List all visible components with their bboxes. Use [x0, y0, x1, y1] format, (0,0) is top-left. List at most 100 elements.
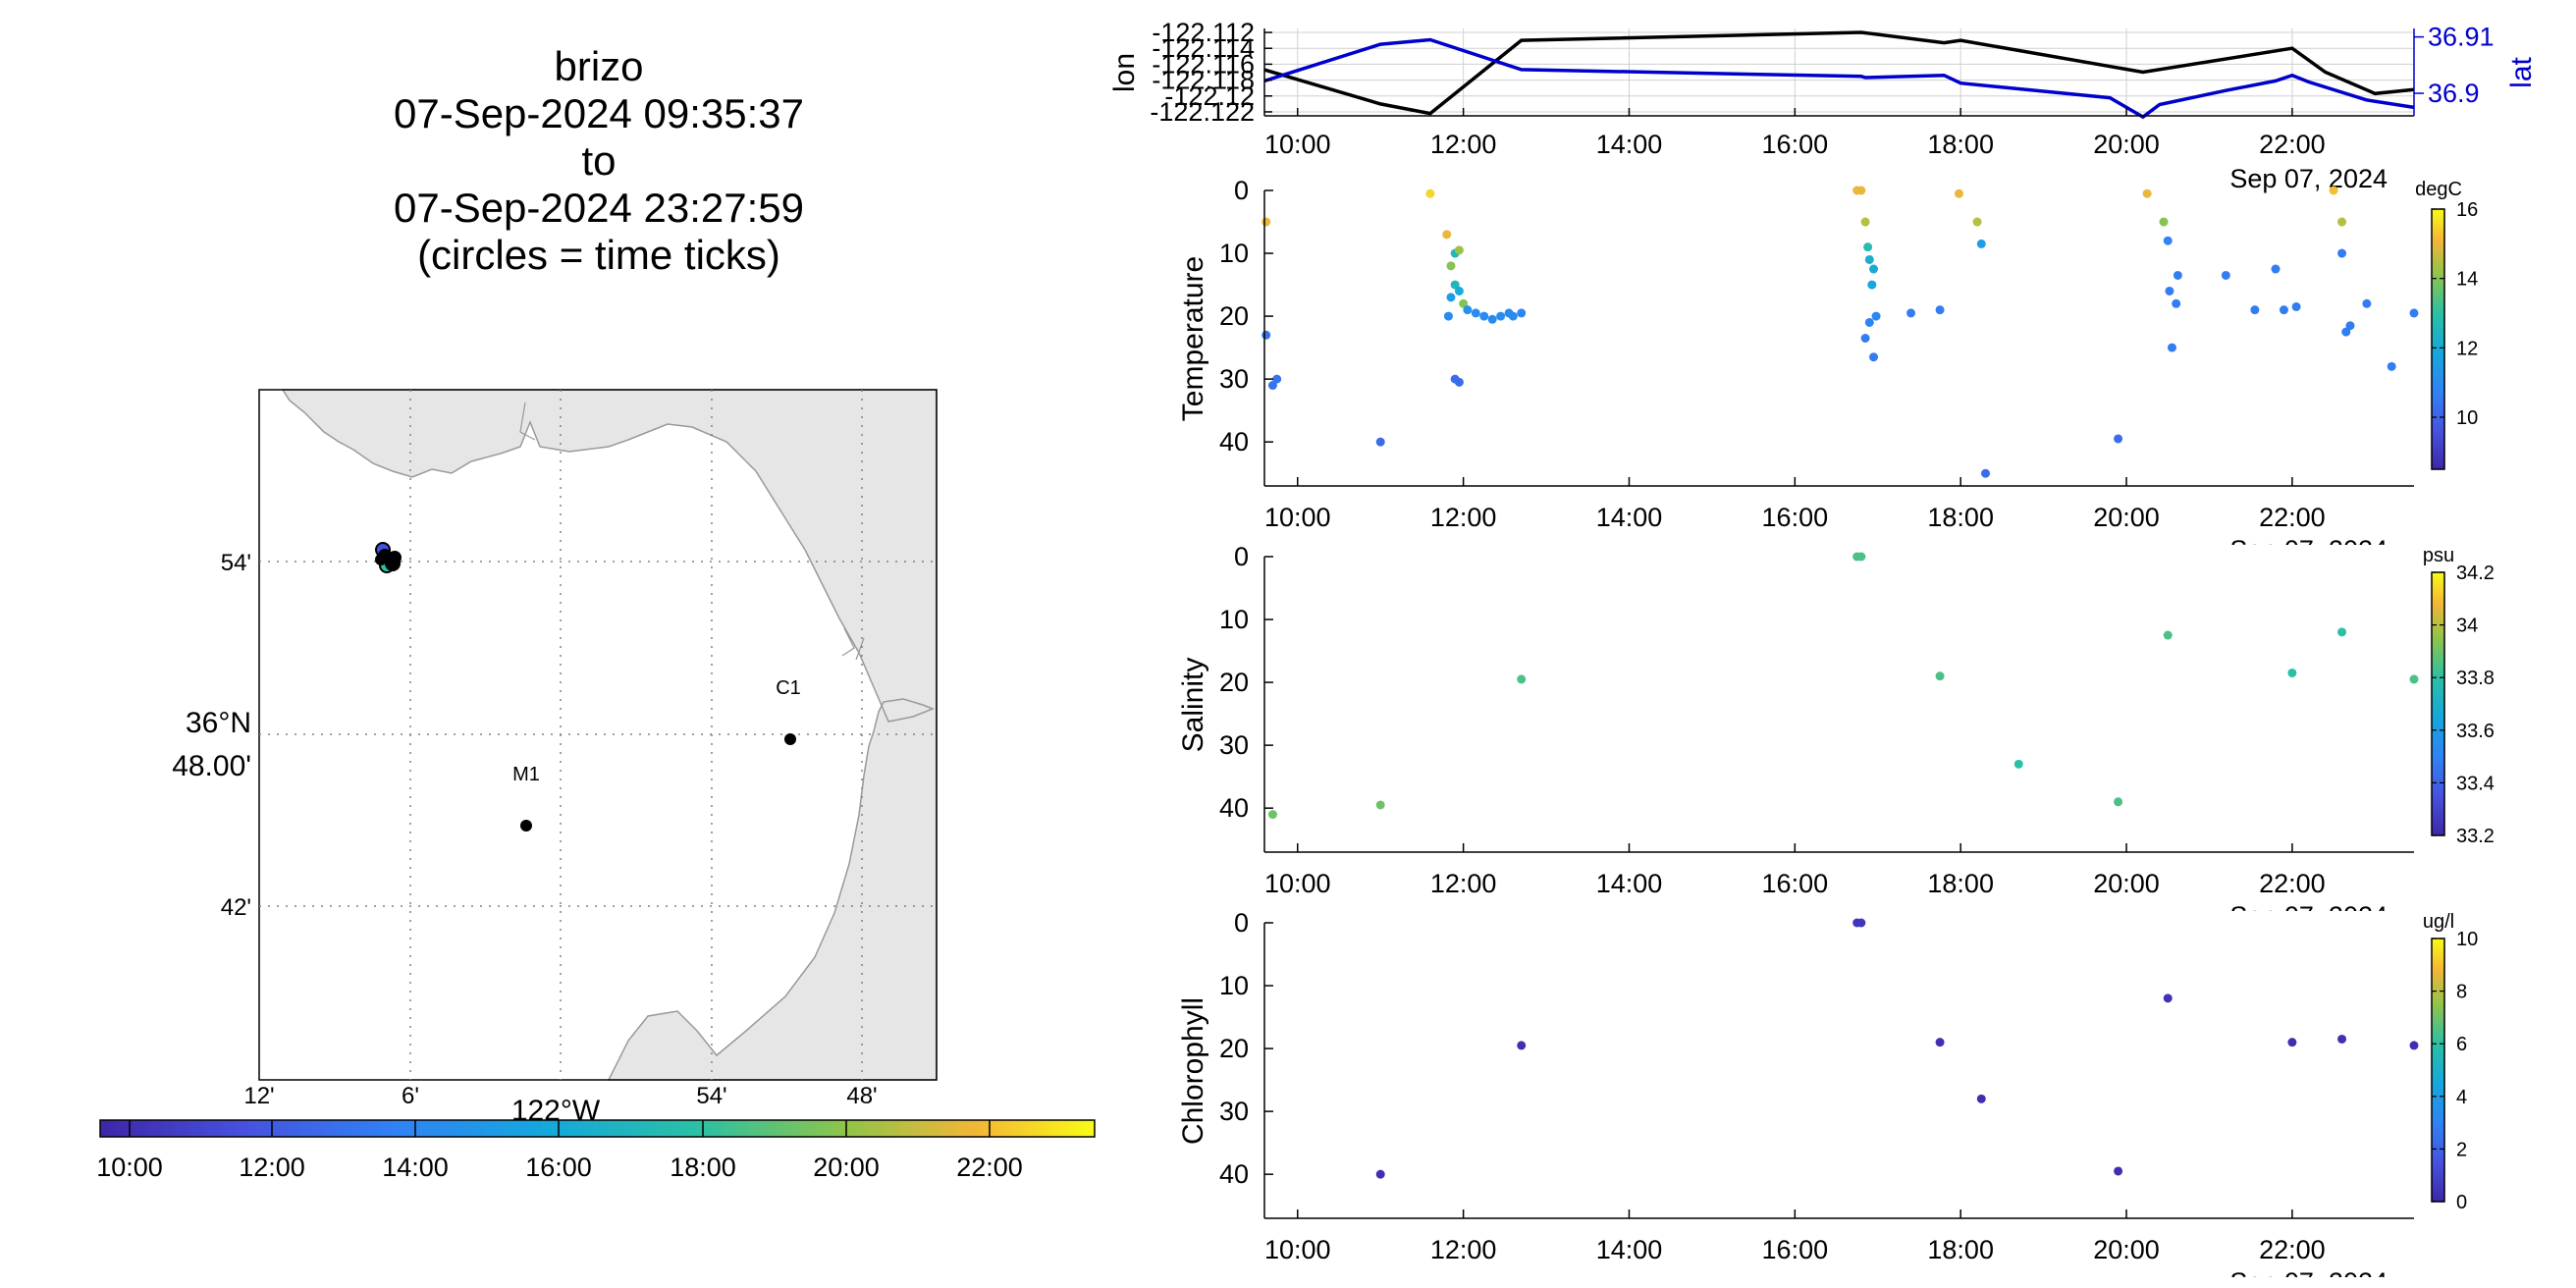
- data-point: [1517, 674, 1527, 684]
- map-lon-tick: 54': [696, 1083, 726, 1109]
- data-point: [1954, 188, 1963, 198]
- x-tick-label: 22:00: [2259, 130, 2326, 159]
- data-point: [1981, 468, 1991, 478]
- data-point: [1267, 810, 1277, 820]
- colorbar-tick-label: 16: [2456, 199, 2478, 221]
- map-graticule: [259, 390, 937, 1080]
- time-colorbar-tick: 22:00: [956, 1153, 1023, 1182]
- colorbar-gradient: [2431, 571, 2445, 836]
- x-axis-date-label: Sep 07, 2024: [2229, 164, 2388, 193]
- x-tick-label: 22:00: [2259, 503, 2326, 532]
- mooring-m1: M1: [512, 764, 540, 832]
- x-tick-label: 12:00: [1430, 130, 1497, 159]
- x-tick-label: 14:00: [1596, 130, 1663, 159]
- date-label-clip: [2199, 911, 2454, 931]
- colorbar-tick-label: 34: [2456, 616, 2478, 637]
- x-tick-label: 10:00: [1264, 1235, 1331, 1264]
- data-point: [1446, 261, 1456, 271]
- data-point: [2287, 1038, 2297, 1047]
- y-tick-label: 20: [1219, 301, 1249, 331]
- data-point: [2291, 301, 2301, 311]
- data-point: [2114, 434, 2123, 444]
- data-point: [1425, 188, 1435, 198]
- data-point: [2409, 308, 2419, 318]
- colorbar-tick-label: 2: [2456, 1139, 2467, 1160]
- data-point: [1459, 298, 1469, 308]
- data-point: [2345, 321, 2355, 331]
- data-point: [1856, 552, 1866, 562]
- time-colorbar-tick: 20:00: [813, 1153, 880, 1182]
- x-tick-label: 14:00: [1596, 503, 1663, 532]
- colorbar-tick-label: 10: [2456, 407, 2478, 429]
- data-point: [1454, 377, 1464, 387]
- to-label: to: [581, 137, 616, 184]
- data-point: [1935, 1038, 1945, 1047]
- data-point: [2163, 630, 2173, 640]
- data-point: [1261, 217, 1271, 227]
- map-lat-tick: 54': [221, 550, 251, 576]
- colorbar-tick-label: 33.4: [2456, 773, 2495, 794]
- x-tick-label: 18:00: [1927, 869, 1994, 898]
- end-time: 07-Sep-2024 23:27:59: [394, 185, 804, 231]
- data-point: [1375, 800, 1385, 810]
- y-tick-label: -122.114: [1152, 33, 1255, 63]
- data-point: [2163, 993, 2173, 1003]
- data-point: [1479, 311, 1489, 321]
- data-point: [2167, 343, 2176, 352]
- vehicle-name: brizo: [554, 43, 643, 89]
- y-tick-label: 20: [1219, 668, 1249, 697]
- data-point: [1972, 217, 1982, 227]
- y-tick-label: -122.116: [1152, 49, 1255, 79]
- data-point: [2250, 305, 2260, 315]
- data-point: [2362, 298, 2372, 308]
- colorbar-tick-label: 34.2: [2456, 563, 2495, 584]
- data-point: [2337, 627, 2347, 637]
- data-point: [2337, 248, 2347, 258]
- map-lon-tick: 6': [402, 1083, 419, 1109]
- y-axis-label: Salinity: [1177, 658, 1209, 753]
- data-point: [2172, 298, 2181, 308]
- track-map: 54' 42' 36°N 48.00' 12' 6' 54' 48' 122°W…: [172, 389, 938, 1127]
- data-point: [2409, 674, 2419, 684]
- data-point: [1272, 374, 1282, 384]
- y-tick-label: -122.112: [1152, 18, 1255, 47]
- data-point: [2337, 1034, 2347, 1044]
- temperature-panel: 0 10 20 30 40 10:00 12:00 14:00 16:00 18:00 20:00 2…: [1177, 176, 2478, 564]
- data-point: [1863, 242, 1873, 252]
- time-colorbar-tick: 18:00: [670, 1153, 736, 1182]
- data-point: [1463, 305, 1473, 315]
- data-point: [1864, 254, 1874, 264]
- x-tick-label: 10:00: [1264, 130, 1331, 159]
- colorbar-unit: psu: [2423, 545, 2454, 566]
- data-point: [1935, 305, 1945, 315]
- map-lon-tick: 12': [243, 1083, 274, 1109]
- circles-note: (circles = time ticks): [417, 232, 780, 278]
- plot-header: brizo 07-Sep-2024 09:35:37 to 07-Sep-202…: [394, 43, 804, 278]
- colorbar-tick-label: 33.8: [2456, 668, 2495, 689]
- data-point: [1860, 217, 1870, 227]
- y-tick-label: 10: [1219, 971, 1249, 1000]
- x-tick-label: 22:00: [2259, 869, 2326, 898]
- x-tick-label: 12:00: [1430, 1235, 1497, 1264]
- data-point: [1443, 311, 1453, 321]
- lat-series-line: [1263, 37, 2415, 120]
- y-tick-label: 10: [1219, 605, 1249, 634]
- x-tick-label: 18:00: [1927, 503, 1994, 532]
- colorbar-tick-label: 0: [2456, 1192, 2467, 1213]
- mooring-label: M1: [512, 764, 540, 785]
- x-tick-label: 14:00: [1596, 869, 1663, 898]
- data-point: [2337, 217, 2347, 227]
- data-point: [1856, 918, 1866, 928]
- y-tick-label: 30: [1219, 730, 1249, 760]
- time-colorbar-tick: 12:00: [239, 1153, 305, 1182]
- x-tick-label: 18:00: [1927, 1235, 1994, 1264]
- data-point: [1867, 280, 1877, 290]
- y-tick-label: -122.122: [1150, 97, 1255, 127]
- colorbar-unit: degC: [2415, 179, 2462, 200]
- y-tick-label: 40: [1219, 1159, 1249, 1189]
- data-point: [1976, 239, 1986, 248]
- colorbar-gradient: [2431, 938, 2445, 1203]
- colorbar-tick-label: 10: [2456, 929, 2478, 950]
